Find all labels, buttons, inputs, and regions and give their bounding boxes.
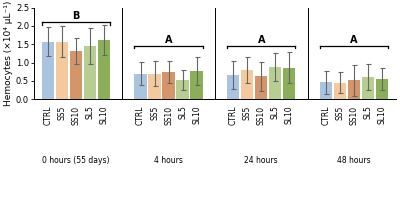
Bar xyxy=(176,80,189,99)
Bar xyxy=(190,71,203,99)
Bar xyxy=(148,74,161,99)
Bar xyxy=(334,83,346,99)
Bar xyxy=(320,82,332,99)
Bar xyxy=(56,42,68,99)
Text: A: A xyxy=(165,35,172,45)
Text: 0 hours (55 days): 0 hours (55 days) xyxy=(42,156,110,165)
Bar xyxy=(376,79,388,99)
Bar xyxy=(70,51,82,99)
Bar xyxy=(134,74,147,99)
Bar xyxy=(362,77,374,99)
Bar xyxy=(348,80,360,99)
Text: A: A xyxy=(258,35,265,45)
Bar xyxy=(241,70,253,99)
Bar xyxy=(162,72,175,99)
Text: 48 hours: 48 hours xyxy=(337,156,371,165)
Bar xyxy=(283,68,295,99)
Bar xyxy=(84,46,96,99)
Text: B: B xyxy=(72,11,80,21)
Text: 4 hours: 4 hours xyxy=(154,156,183,165)
Bar xyxy=(255,77,267,99)
Bar xyxy=(269,67,281,99)
Text: 24 hours: 24 hours xyxy=(244,156,278,165)
Y-axis label: Hemocytes (×10⁴ μL⁻¹): Hemocytes (×10⁴ μL⁻¹) xyxy=(4,1,13,106)
Text: A: A xyxy=(350,35,358,45)
Bar xyxy=(42,42,54,99)
Bar xyxy=(98,40,110,99)
Bar xyxy=(227,75,239,99)
